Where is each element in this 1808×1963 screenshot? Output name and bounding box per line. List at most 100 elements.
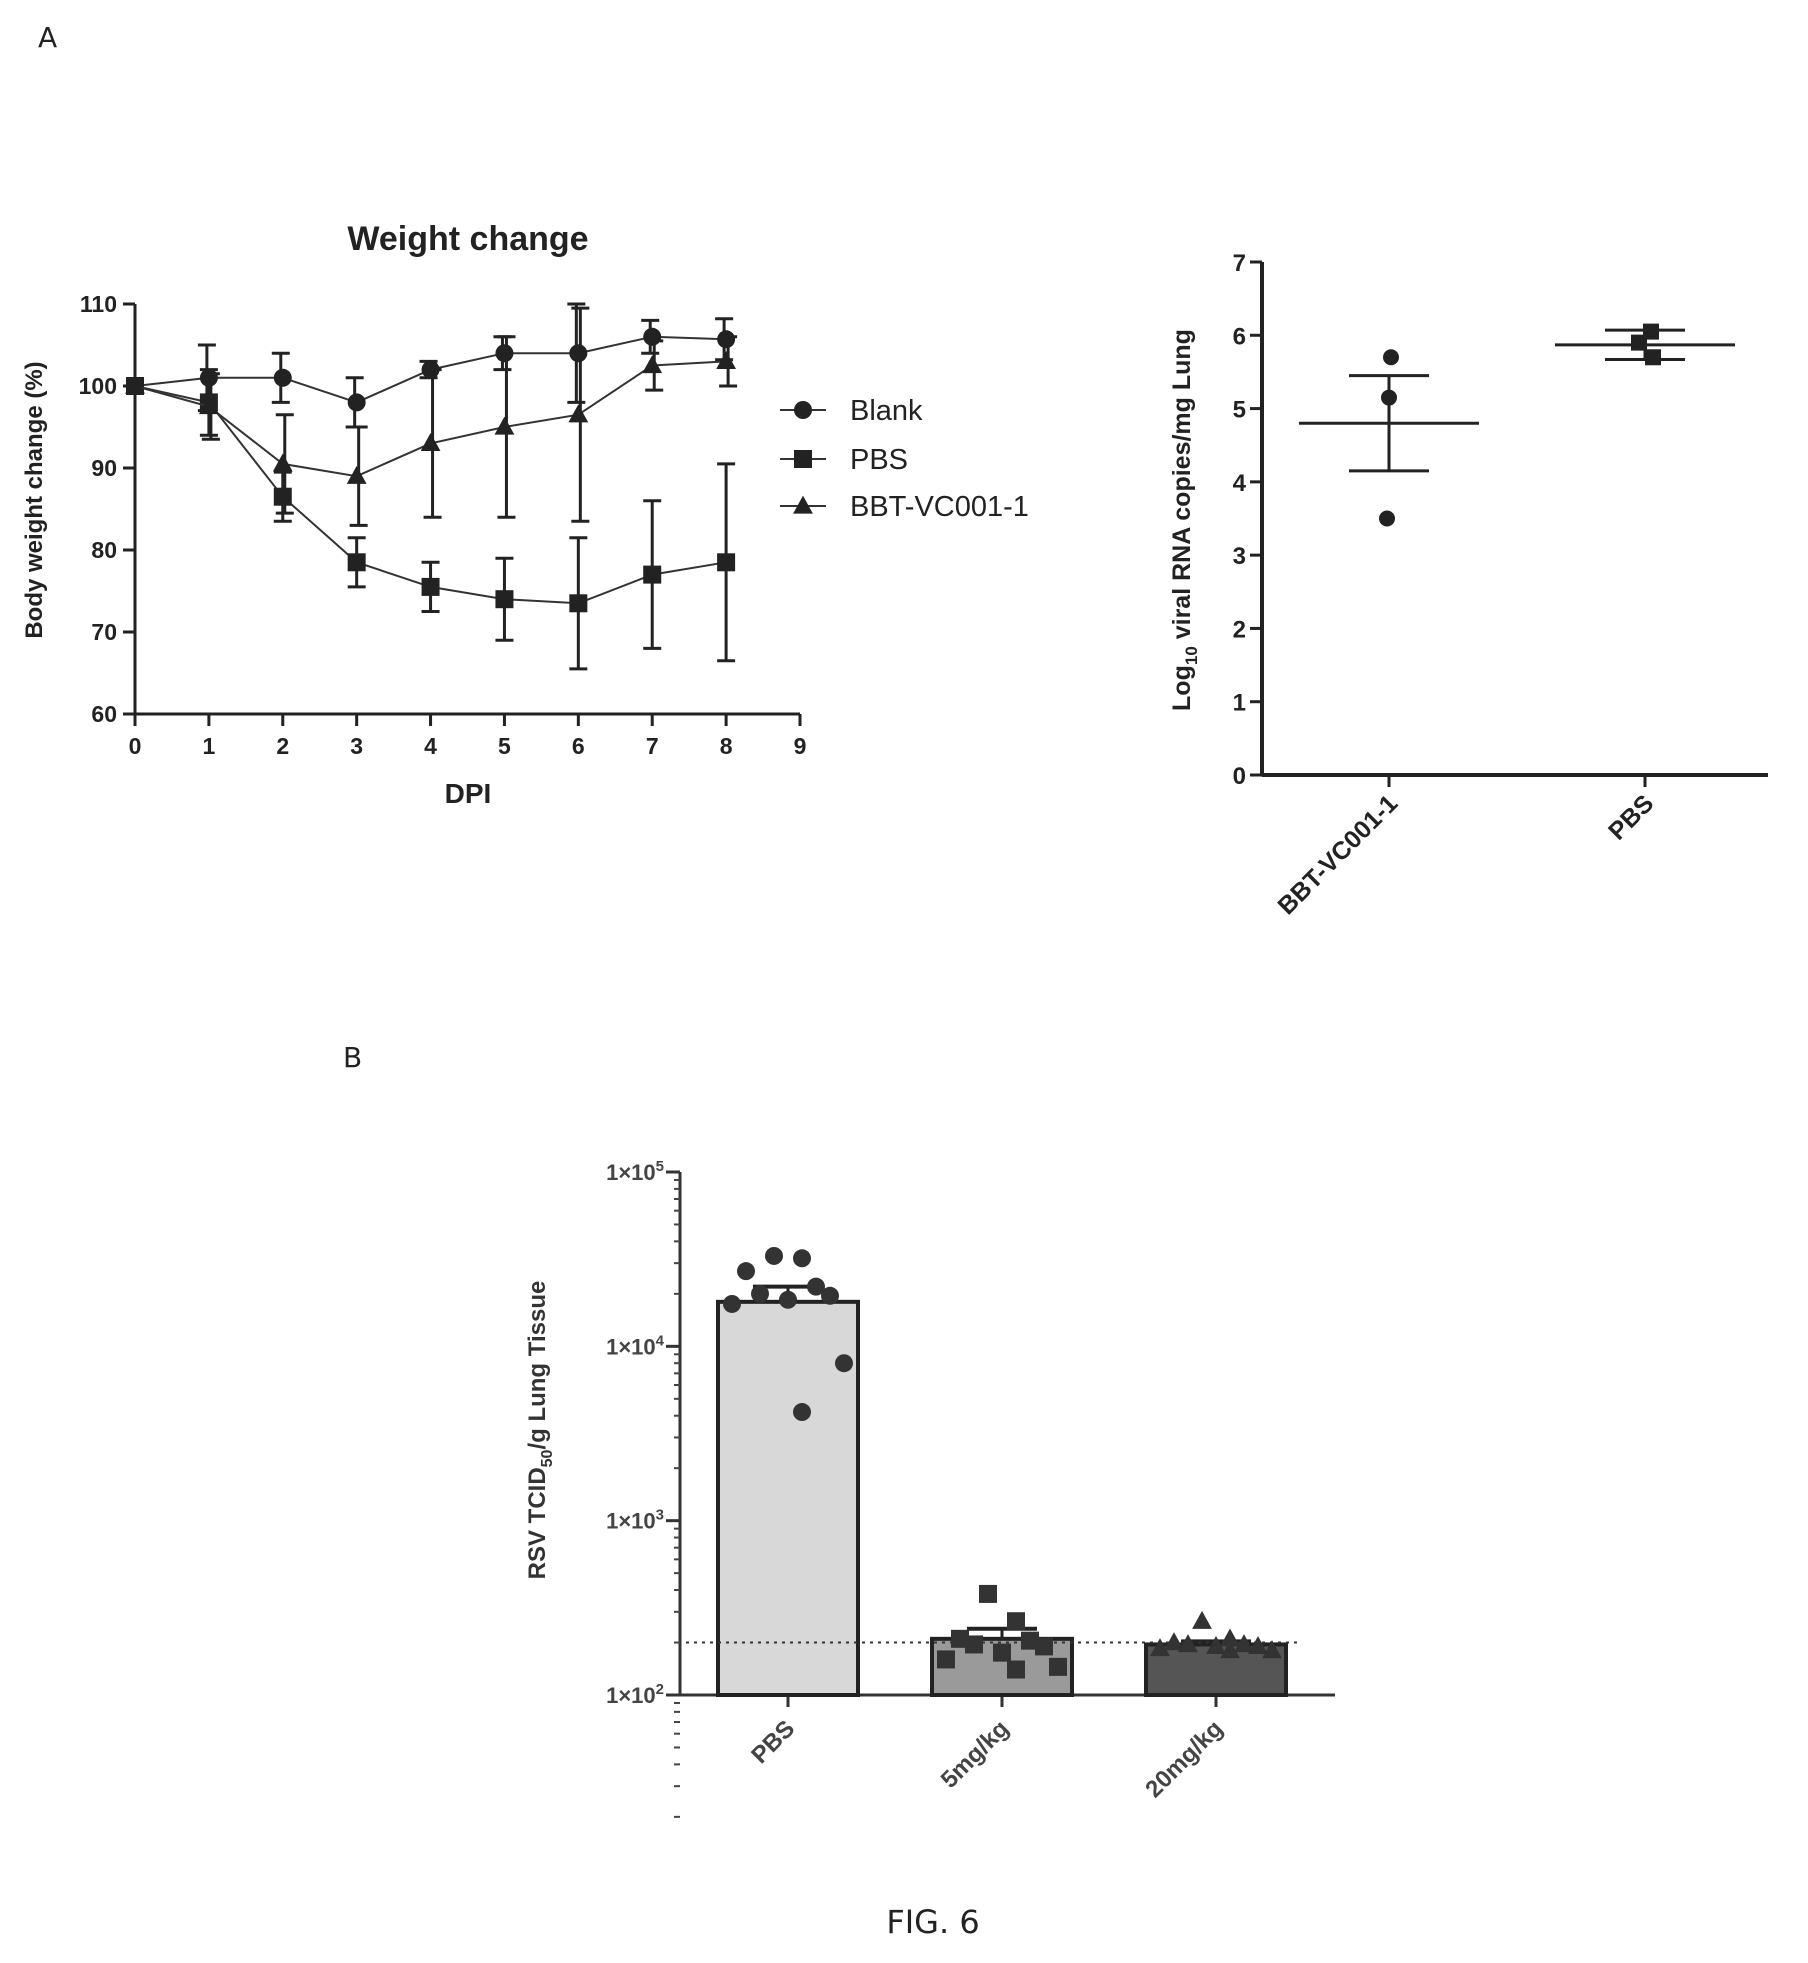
x-tick-label: 7 <box>646 733 659 759</box>
data-point <box>1206 1636 1226 1655</box>
data-point <box>1220 1628 1240 1647</box>
data-point <box>642 355 663 374</box>
data-point <box>1262 1640 1282 1659</box>
data-point <box>965 1635 983 1654</box>
legend-label: PBS <box>850 444 908 476</box>
data-point <box>1007 1660 1025 1679</box>
y-tick-label: 5 <box>1233 397 1246 424</box>
x-tick-label: 5 <box>498 733 511 759</box>
legend-marker <box>794 450 812 468</box>
x-tick-label: BBT-VC001-1 <box>1272 789 1403 920</box>
data-point <box>347 553 366 572</box>
y-tick-label: 1×103 <box>606 1507 664 1534</box>
x-tick-label: PBS <box>1603 789 1659 845</box>
y-axis-label: Log10 viral RNA copies/mg Lung <box>1168 329 1201 711</box>
x-tick-label: 9 <box>794 733 807 759</box>
data-point <box>1035 1637 1053 1656</box>
x-tick-label: 2 <box>276 733 289 759</box>
y-tick-label: 2 <box>1233 616 1246 643</box>
data-point <box>273 368 292 387</box>
y-axis-label-rest: viral RNA copies/mg Lung <box>1168 329 1196 646</box>
y-tick-label: 4 <box>1233 470 1247 497</box>
y-axis-label-rest: /g Lung Tissue <box>524 1281 551 1450</box>
data-point <box>821 1286 839 1305</box>
legend-label: BBT-VC001-1 <box>850 491 1029 523</box>
y-tick-label: 1×104 <box>606 1332 665 1359</box>
x-tick-label: 20mg/kg <box>1140 1715 1228 1803</box>
y-tick-label: 60 <box>91 701 117 727</box>
data-point <box>494 416 515 435</box>
data-point <box>1021 1631 1039 1650</box>
y-tick-mantissa: 1×10 <box>606 1509 656 1534</box>
rsv-titer-chart: RSV TCID50/g Lung Tissue 1×1021×1031×104… <box>524 1158 1335 1818</box>
data-point <box>993 1643 1011 1662</box>
x-tick-label: 4 <box>424 733 437 759</box>
data-point <box>272 453 293 472</box>
data-point <box>717 553 736 572</box>
y-tick-label: 7 <box>1233 250 1246 277</box>
data-point <box>346 465 367 484</box>
viral-rna-chart: Log10 viral RNA copies/mg Lung 0 1 2 3 4 5 6 7 B… <box>1168 250 1768 920</box>
series-pbs <box>126 368 736 671</box>
y-axis-label-sub: 10 <box>1182 646 1201 665</box>
figure-caption: FIG. 6 <box>886 1903 979 1941</box>
data-point <box>716 351 737 370</box>
data-point <box>751 1284 769 1303</box>
y-axis-label-sub: 50 <box>539 1449 556 1467</box>
data-point <box>198 396 219 415</box>
data-point <box>1379 510 1395 527</box>
y-tick-label: 100 <box>79 373 117 399</box>
y-tick-mantissa: 1×10 <box>606 1334 656 1359</box>
series-bbt-vc001-1 <box>125 306 738 527</box>
x-tick-label: 3 <box>350 733 363 759</box>
x-tick-label: 5mg/kg <box>936 1715 1015 1794</box>
data-point <box>347 393 366 412</box>
y-tick-label: 0 <box>1233 763 1246 790</box>
y-tick-label: 6 <box>1233 323 1246 350</box>
data-point <box>765 1246 783 1265</box>
y-tick-mantissa: 1×10 <box>606 1160 656 1185</box>
data-point <box>1178 1634 1198 1653</box>
weight-change-chart: Weight change DPI Body weight change (%)… <box>21 220 1029 809</box>
legend-marker <box>793 495 813 514</box>
data-point <box>1164 1632 1184 1651</box>
panel-label-b: B <box>343 1041 362 1074</box>
data-point <box>979 1584 997 1603</box>
y-tick-exponent: 3 <box>656 1507 664 1524</box>
data-point <box>125 375 145 394</box>
chart-title: Weight change <box>347 220 588 258</box>
data-point <box>1383 349 1399 366</box>
data-point <box>495 344 514 363</box>
data-point <box>793 1249 811 1268</box>
y-tick-label: 70 <box>91 619 117 645</box>
y-tick-exponent: 5 <box>656 1158 664 1175</box>
data-point <box>1049 1657 1067 1676</box>
y-tick-exponent: 2 <box>656 1681 664 1698</box>
data-point <box>951 1629 969 1648</box>
data-point <box>421 577 440 596</box>
data-point <box>273 487 292 506</box>
data-point <box>569 594 588 613</box>
data-point <box>568 404 589 423</box>
x-tick-label: PBS <box>746 1715 800 1769</box>
data-point <box>1381 389 1397 406</box>
y-tick-label: 1 <box>1233 690 1246 717</box>
data-point <box>1007 1612 1025 1631</box>
data-point <box>793 1403 811 1422</box>
data-point <box>1150 1638 1170 1657</box>
data-point <box>420 433 441 452</box>
y-tick-label: 90 <box>91 455 117 481</box>
data-point <box>1645 349 1661 366</box>
x-tick-label: 1 <box>202 733 215 759</box>
data-point <box>835 1354 853 1373</box>
y-tick-label: 3 <box>1233 543 1246 570</box>
data-point <box>569 344 588 363</box>
y-tick-exponent: 4 <box>656 1332 665 1349</box>
group-20mg-kg <box>1144 1610 1288 1697</box>
data-point <box>1192 1610 1212 1629</box>
y-tick-label: 110 <box>80 291 117 317</box>
data-point <box>779 1290 797 1309</box>
data-point <box>737 1262 755 1281</box>
data-point <box>1631 334 1647 351</box>
group-pbs <box>1555 323 1735 366</box>
